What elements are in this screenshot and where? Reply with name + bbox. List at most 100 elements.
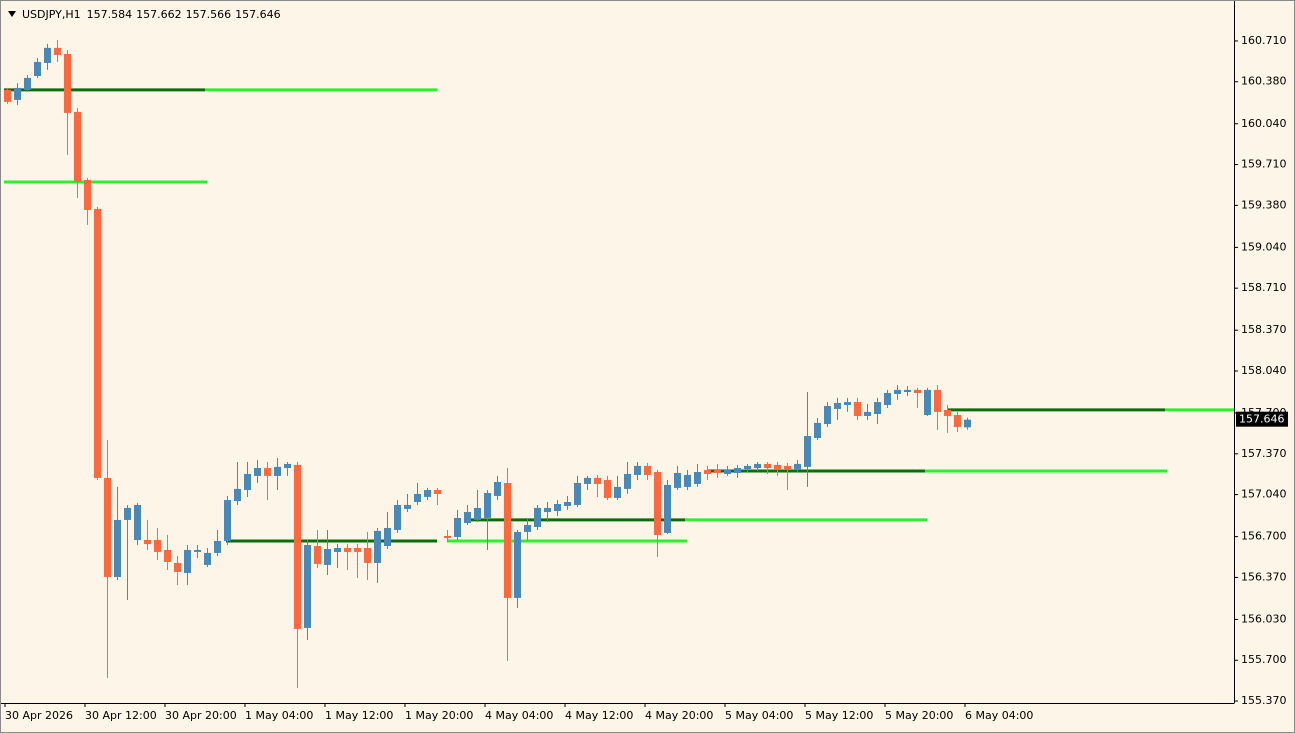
x-tick-label: 5 May 04:00 [725, 709, 793, 722]
candle-body [584, 477, 591, 484]
candle-body [434, 490, 441, 494]
candle-body [4, 89, 11, 102]
candle-body [964, 419, 971, 428]
candle-body [344, 547, 351, 552]
candle-body [904, 389, 911, 393]
candle-body [804, 436, 811, 467]
candle-body [224, 500, 231, 541]
candle-body [144, 539, 151, 545]
candle-body [204, 552, 211, 565]
y-tick-label: 158.710 [1241, 281, 1287, 294]
candle-body [624, 473, 631, 489]
candle-body [934, 389, 941, 412]
candle-body [504, 482, 511, 598]
menu-triangle[interactable] [8, 11, 16, 17]
candle-body [164, 549, 171, 562]
candle-body [734, 468, 741, 473]
candle-body [14, 87, 21, 100]
candle-body [314, 546, 321, 564]
candle-body [444, 536, 451, 538]
candle-body [844, 402, 851, 405]
candle-body [654, 471, 661, 536]
candle-body [814, 422, 821, 438]
candle-body [694, 471, 701, 484]
candle-body [534, 507, 541, 527]
candle-body [364, 547, 371, 563]
candle-body [124, 507, 131, 520]
candle-body [214, 540, 221, 553]
x-tick-label: 5 May 12:00 [805, 709, 873, 722]
candle-body [714, 470, 721, 473]
candle-body [464, 512, 471, 524]
candle-body [354, 547, 361, 552]
candle-body [754, 463, 761, 469]
ohlc-low: 157.566 [186, 8, 232, 21]
candle-body [264, 468, 271, 476]
header: USDJPY,H1 157.584 157.662 157.566 157.646 [22, 8, 281, 21]
candle-body [854, 402, 861, 416]
candle-body [414, 493, 421, 503]
x-tick-label: 4 May 20:00 [645, 709, 713, 722]
candle-body [484, 492, 491, 518]
y-tick-label: 160.040 [1241, 117, 1287, 130]
candle-body [284, 463, 291, 469]
candle-body [894, 389, 901, 394]
y-tick-label: 157.040 [1241, 488, 1287, 501]
candle-body [254, 468, 261, 476]
candle-body [174, 562, 181, 572]
candle-body [154, 539, 161, 552]
x-tick-label: 1 May 04:00 [245, 709, 313, 722]
x-tick-label: 6 May 04:00 [965, 709, 1033, 722]
ohlc-close: 157.646 [235, 8, 281, 21]
candle-body [634, 465, 641, 475]
candle-body [544, 507, 551, 513]
candle-body [404, 504, 411, 509]
candle-body [914, 389, 921, 393]
candle-body [864, 411, 871, 416]
candle-body [724, 470, 731, 474]
x-tick-label: 30 Apr 12:00 [85, 709, 157, 722]
candle-body [394, 504, 401, 530]
candle-body [194, 549, 201, 552]
candle-body [54, 47, 61, 55]
candle-body [424, 490, 431, 497]
candle-body [784, 465, 791, 470]
x-tick-label: 4 May 12:00 [565, 709, 633, 722]
candle-body [494, 481, 501, 496]
candle-body [594, 477, 601, 484]
candle-body [34, 61, 41, 76]
candle-body [944, 409, 951, 416]
candle-body [24, 77, 31, 90]
candle-body [474, 507, 481, 520]
candle-body [554, 503, 561, 512]
y-tick-label: 158.040 [1241, 364, 1287, 377]
y-tick-label: 160.380 [1241, 75, 1287, 88]
x-tick-label: 4 May 04:00 [485, 709, 553, 722]
y-tick-label: 155.700 [1241, 653, 1287, 666]
candle-body [244, 473, 251, 491]
candle-body [604, 480, 611, 498]
candle-body [884, 392, 891, 405]
candle-body [134, 504, 141, 540]
candle-body [614, 486, 621, 498]
x-tick-label: 1 May 12:00 [325, 709, 393, 722]
candle-body [874, 402, 881, 415]
candle-body [524, 525, 531, 532]
candle-body [234, 488, 241, 502]
candle-body [644, 465, 651, 475]
candle-body [674, 472, 681, 488]
y-tick-label: 157.370 [1241, 447, 1287, 460]
candle-body [684, 474, 691, 487]
candle-body [304, 545, 311, 628]
candle-body [94, 208, 101, 478]
y-tick-label: 160.710 [1241, 34, 1287, 47]
candle-body [274, 466, 281, 476]
candle-body [774, 464, 781, 470]
candle-body [824, 405, 831, 425]
candle-body [114, 519, 121, 578]
candle-body [184, 549, 191, 573]
y-tick-label: 158.370 [1241, 323, 1287, 336]
candle-body [514, 531, 521, 598]
